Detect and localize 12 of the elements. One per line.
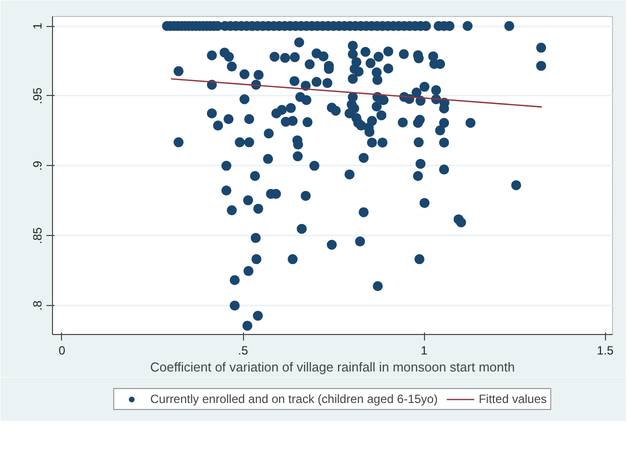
- y-tick-label: .85: [30, 227, 44, 244]
- x-tick-label: 1.5: [596, 344, 614, 358]
- y-tick-label: .9: [30, 160, 44, 171]
- legend-label: Currently enrolled and on track (children aged 6-15yo): [150, 392, 438, 406]
- x-tick-label: 0: [58, 344, 66, 358]
- y-tick-label: .95: [30, 87, 44, 104]
- legend-label: Fitted values: [478, 392, 547, 406]
- x-tick-label: 1: [420, 344, 428, 358]
- x-axis-title: Coefficient of variation of village rainfall in monsoon start month: [150, 360, 515, 374]
- y-tick-label: 1: [30, 22, 44, 30]
- y-tick-label: .8: [30, 300, 44, 311]
- x-tick-label: .5: [238, 344, 248, 358]
